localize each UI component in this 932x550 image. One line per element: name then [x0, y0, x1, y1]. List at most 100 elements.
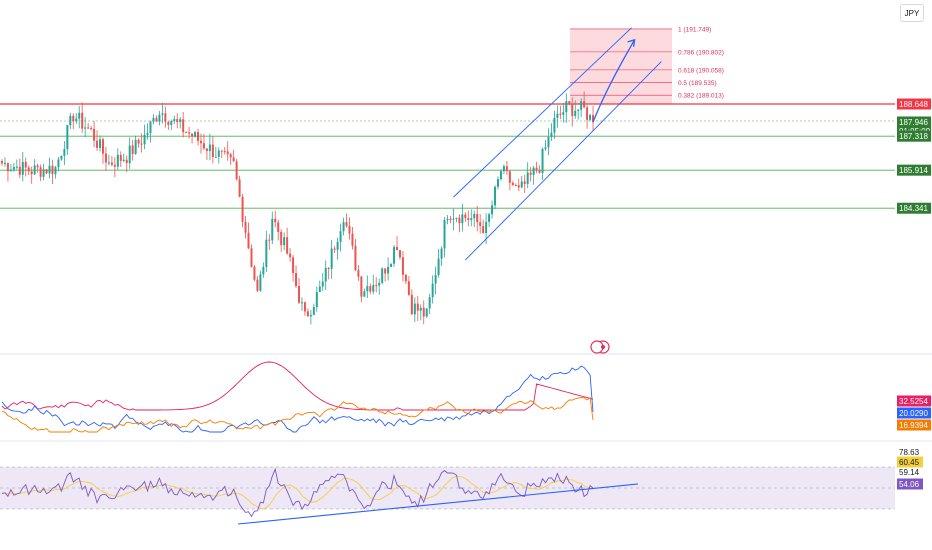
candle-body — [84, 127, 87, 129]
candle-body — [467, 218, 470, 221]
candle-body — [253, 266, 256, 280]
candle-body — [277, 222, 280, 232]
candle-body — [306, 311, 309, 317]
dmi-pane[interactable]: 32.5254 20.0290 16.9394 — [1, 361, 931, 433]
rsi-trendline[interactable] — [237, 483, 639, 525]
candle-body — [541, 148, 544, 173]
price-pane[interactable]: 1 (191.749) 0.786 (190.802) 0.618 (190.058… — [0, 26, 931, 354]
fib-zone[interactable] — [570, 28, 672, 105]
candle-body — [191, 133, 194, 137]
price-label: 187.318 — [899, 132, 928, 141]
candle-body — [470, 218, 473, 221]
rsi-value-label: 54.06 — [899, 480, 920, 489]
candle-body — [547, 136, 550, 148]
candle-body — [15, 166, 18, 168]
candle-body — [292, 257, 295, 274]
candle-body — [211, 144, 214, 158]
candle-body — [351, 233, 354, 246]
candle-body — [309, 314, 312, 317]
candle-body — [404, 274, 407, 282]
candle-body — [345, 222, 348, 226]
candle-body — [30, 171, 33, 175]
candle-body — [45, 169, 48, 174]
candle-body — [407, 281, 410, 295]
currency-button[interactable]: JPY — [900, 4, 924, 22]
dmi-minus-line — [1, 396, 594, 433]
candle-body — [202, 143, 205, 149]
candle-body — [232, 157, 235, 162]
candle-body — [390, 263, 393, 267]
candle-body — [398, 250, 401, 258]
candle-body — [235, 161, 238, 180]
candle-body — [122, 159, 125, 161]
candle-body — [289, 253, 292, 258]
candle-body — [265, 239, 268, 267]
candle-body — [339, 231, 342, 242]
channel-lower-line[interactable] — [464, 61, 662, 261]
candle-body — [327, 267, 330, 269]
dmi-plus-line — [1, 365, 594, 433]
candle-body — [550, 132, 553, 137]
candle-body — [363, 291, 366, 297]
dmi-value-label: 16.9394 — [899, 421, 928, 430]
candle-body — [24, 161, 27, 168]
candle-body — [505, 166, 508, 172]
candle-body — [476, 213, 479, 223]
candle-body — [90, 128, 93, 130]
candle-body — [298, 285, 300, 303]
candle-body — [312, 307, 315, 315]
candle-body — [348, 225, 351, 234]
candle-body — [48, 165, 51, 174]
candle-body — [336, 241, 339, 250]
channel-upper-line[interactable] — [453, 27, 632, 198]
candle-body — [553, 117, 556, 133]
candle-body — [146, 132, 149, 135]
candle-body — [387, 266, 390, 274]
candle-body — [538, 170, 541, 173]
candle-body — [223, 151, 226, 153]
candle-body — [244, 221, 247, 233]
price-label-bg — [897, 164, 931, 176]
candle-body — [286, 237, 289, 254]
rsi-value-label: 59.14 — [899, 468, 920, 477]
candle-body — [63, 149, 66, 156]
projection-arrow-head — [627, 38, 636, 47]
candle-body — [583, 101, 586, 108]
candle-body — [21, 161, 24, 175]
projection-arrow[interactable] — [592, 38, 636, 123]
candle-body — [137, 139, 140, 144]
ascending-channel[interactable] — [453, 27, 662, 261]
projection-arrow-shaft[interactable] — [592, 39, 636, 123]
fib-level-label: 0.5 (189.535) — [678, 80, 717, 87]
candle-body — [75, 118, 78, 122]
dmi-value-bg — [897, 395, 931, 407]
dmi-value-bg — [897, 407, 931, 419]
candle-body — [152, 118, 155, 122]
candle-body — [333, 248, 336, 250]
candle-body — [366, 286, 369, 292]
rsi-line — [1, 467, 594, 518]
candle-body — [134, 139, 137, 154]
dmi-value-label: 20.0290 — [899, 409, 928, 418]
horizontal-levels[interactable] — [0, 103, 895, 209]
candle-body — [179, 119, 182, 123]
candle-body — [99, 139, 102, 148]
price-label-bg — [897, 202, 931, 214]
candle-body — [443, 220, 446, 249]
candle-body — [268, 239, 271, 241]
candle-body — [434, 275, 437, 284]
candle-body — [3, 162, 6, 164]
dmi-value-bg — [897, 419, 931, 431]
candle-body — [188, 132, 191, 134]
candle-body — [372, 285, 375, 292]
event-icon[interactable] — [590, 340, 610, 354]
candle-body — [529, 172, 532, 175]
candle-body — [51, 165, 54, 175]
candle-body — [514, 185, 517, 187]
candle-body — [384, 268, 387, 274]
candle-body — [104, 153, 107, 163]
fibonacci-retracement[interactable]: 1 (191.749) 0.786 (190.802) 0.618 (190.058… — [570, 26, 724, 105]
candle-body — [455, 217, 458, 219]
